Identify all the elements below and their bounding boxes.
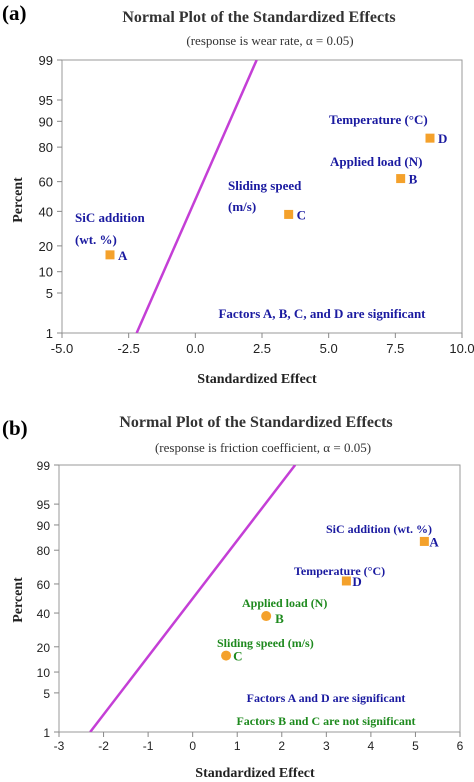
y-tick-label: 60: [39, 175, 53, 190]
panel-b-title: Normal Plot of the Standardized Effects: [119, 414, 392, 431]
x-tick-label: 3: [323, 739, 330, 753]
y-tick-label: 80: [37, 544, 51, 558]
panel-a-title: Normal Plot of the Standardized Effects: [122, 9, 395, 26]
panel-b-label: (b): [2, 416, 28, 440]
panel-b-xlabel: Standardized Effect: [195, 766, 315, 781]
point-name-label: Temperature (°C): [294, 564, 385, 578]
point-factor-label: C: [233, 649, 242, 664]
x-tick-label: 10.0: [449, 341, 474, 356]
y-tick-label: 40: [39, 204, 53, 219]
plot-frame: [58, 464, 461, 733]
point-name-label-line2: (wt. %): [75, 232, 117, 247]
x-tick-label: 5: [412, 739, 419, 753]
y-tick-label: 5: [43, 687, 50, 701]
point-b: [396, 174, 406, 184]
point-d: [425, 133, 435, 143]
y-tick-label: 5: [46, 286, 53, 301]
point-a: [105, 250, 115, 260]
point-b: [261, 611, 272, 622]
x-tick-label: -5.0: [51, 341, 73, 356]
point-name-label: Sliding speed: [228, 178, 302, 193]
x-tick-label: 2.5: [253, 341, 271, 356]
x-tick-label: 0.0: [186, 341, 204, 356]
panel-b-subtitle: (response is friction coefficient, α = 0…: [155, 440, 371, 455]
y-tick-label: 40: [37, 607, 51, 621]
y-tick-label: 1: [46, 326, 53, 341]
y-tick-label: 99: [37, 459, 51, 473]
y-tick-label: 20: [37, 641, 51, 655]
significance-note: Factors A, B, C, and D are significant: [218, 306, 426, 321]
panel-b-ylabel: Percent: [11, 577, 26, 623]
y-tick-label: 90: [37, 519, 51, 533]
point-name-label: Temperature (°C): [329, 112, 428, 127]
x-tick-label: -2: [98, 739, 109, 753]
y-tick-label: 10: [39, 265, 53, 280]
reference-line: [89, 465, 297, 732]
x-tick-label: 7.5: [386, 341, 404, 356]
y-tick-label: 10: [37, 666, 51, 680]
y-tick-label: 95: [39, 93, 53, 108]
panel-a-label: (a): [2, 1, 27, 25]
point-name-label: SiC addition (wt. %): [326, 522, 432, 536]
y-tick-label: 80: [39, 140, 53, 155]
point-name-label: SiC addition: [75, 210, 145, 225]
panel-a-ylabel: Percent: [11, 177, 26, 223]
plot-frame: [61, 59, 463, 334]
y-tick-label: 20: [39, 239, 53, 254]
point-factor-label: A: [429, 534, 439, 549]
point-factor-label: C: [297, 207, 306, 222]
x-tick-label: -2.5: [117, 341, 139, 356]
y-tick-label: 90: [39, 114, 53, 129]
point-name-label: Applied load (N): [330, 154, 422, 169]
panel-b-plot: -3 -2 -1 0 1 2 3 4 5 6 1 5 10 20 40 60 80 90 95 99 CSliding …: [37, 459, 464, 753]
x-tick-label: 4: [368, 739, 375, 753]
point-name-label-line2: (m/s): [228, 199, 256, 214]
significance-note: Factors B and C are not significant: [236, 714, 415, 728]
x-tick-label: 6: [457, 739, 464, 753]
x-tick-label: 1: [234, 739, 241, 753]
x-tick-label: -3: [54, 739, 65, 753]
y-tick-label: 1: [43, 726, 50, 740]
point-factor-label: A: [118, 248, 128, 263]
x-tick-label: 2: [278, 739, 285, 753]
point-d: [341, 576, 351, 586]
x-tick-label: 0: [189, 739, 196, 753]
point-factor-label: B: [275, 611, 284, 626]
point-c: [284, 209, 294, 219]
point-factor-label: D: [438, 131, 447, 146]
point-factor-label: D: [352, 574, 361, 589]
y-tick-label: 95: [37, 498, 51, 512]
y-tick-label: 60: [37, 578, 51, 592]
x-tick-label: -1: [143, 739, 154, 753]
point-name-label: Sliding speed (m/s): [217, 636, 314, 650]
panel-a-subtitle: (response is wear rate, α = 0.05): [186, 33, 353, 48]
point-factor-label: B: [409, 172, 418, 187]
panel-a-plot: -5.0 -2.5 0.0 2.5 5.0 7.5 10.0 1 5 10 20 40 60 80 90 95…: [39, 53, 474, 356]
panel-a-xlabel: Standardized Effect: [197, 372, 317, 387]
point-name-label: Applied load (N): [242, 596, 327, 610]
x-tick-label: 5.0: [320, 341, 338, 356]
point-a: [419, 536, 429, 546]
y-tick-label: 99: [39, 53, 53, 68]
point-c: [221, 650, 232, 661]
reference-line: [135, 60, 258, 333]
significance-note: Factors A and D are significant: [247, 691, 406, 705]
